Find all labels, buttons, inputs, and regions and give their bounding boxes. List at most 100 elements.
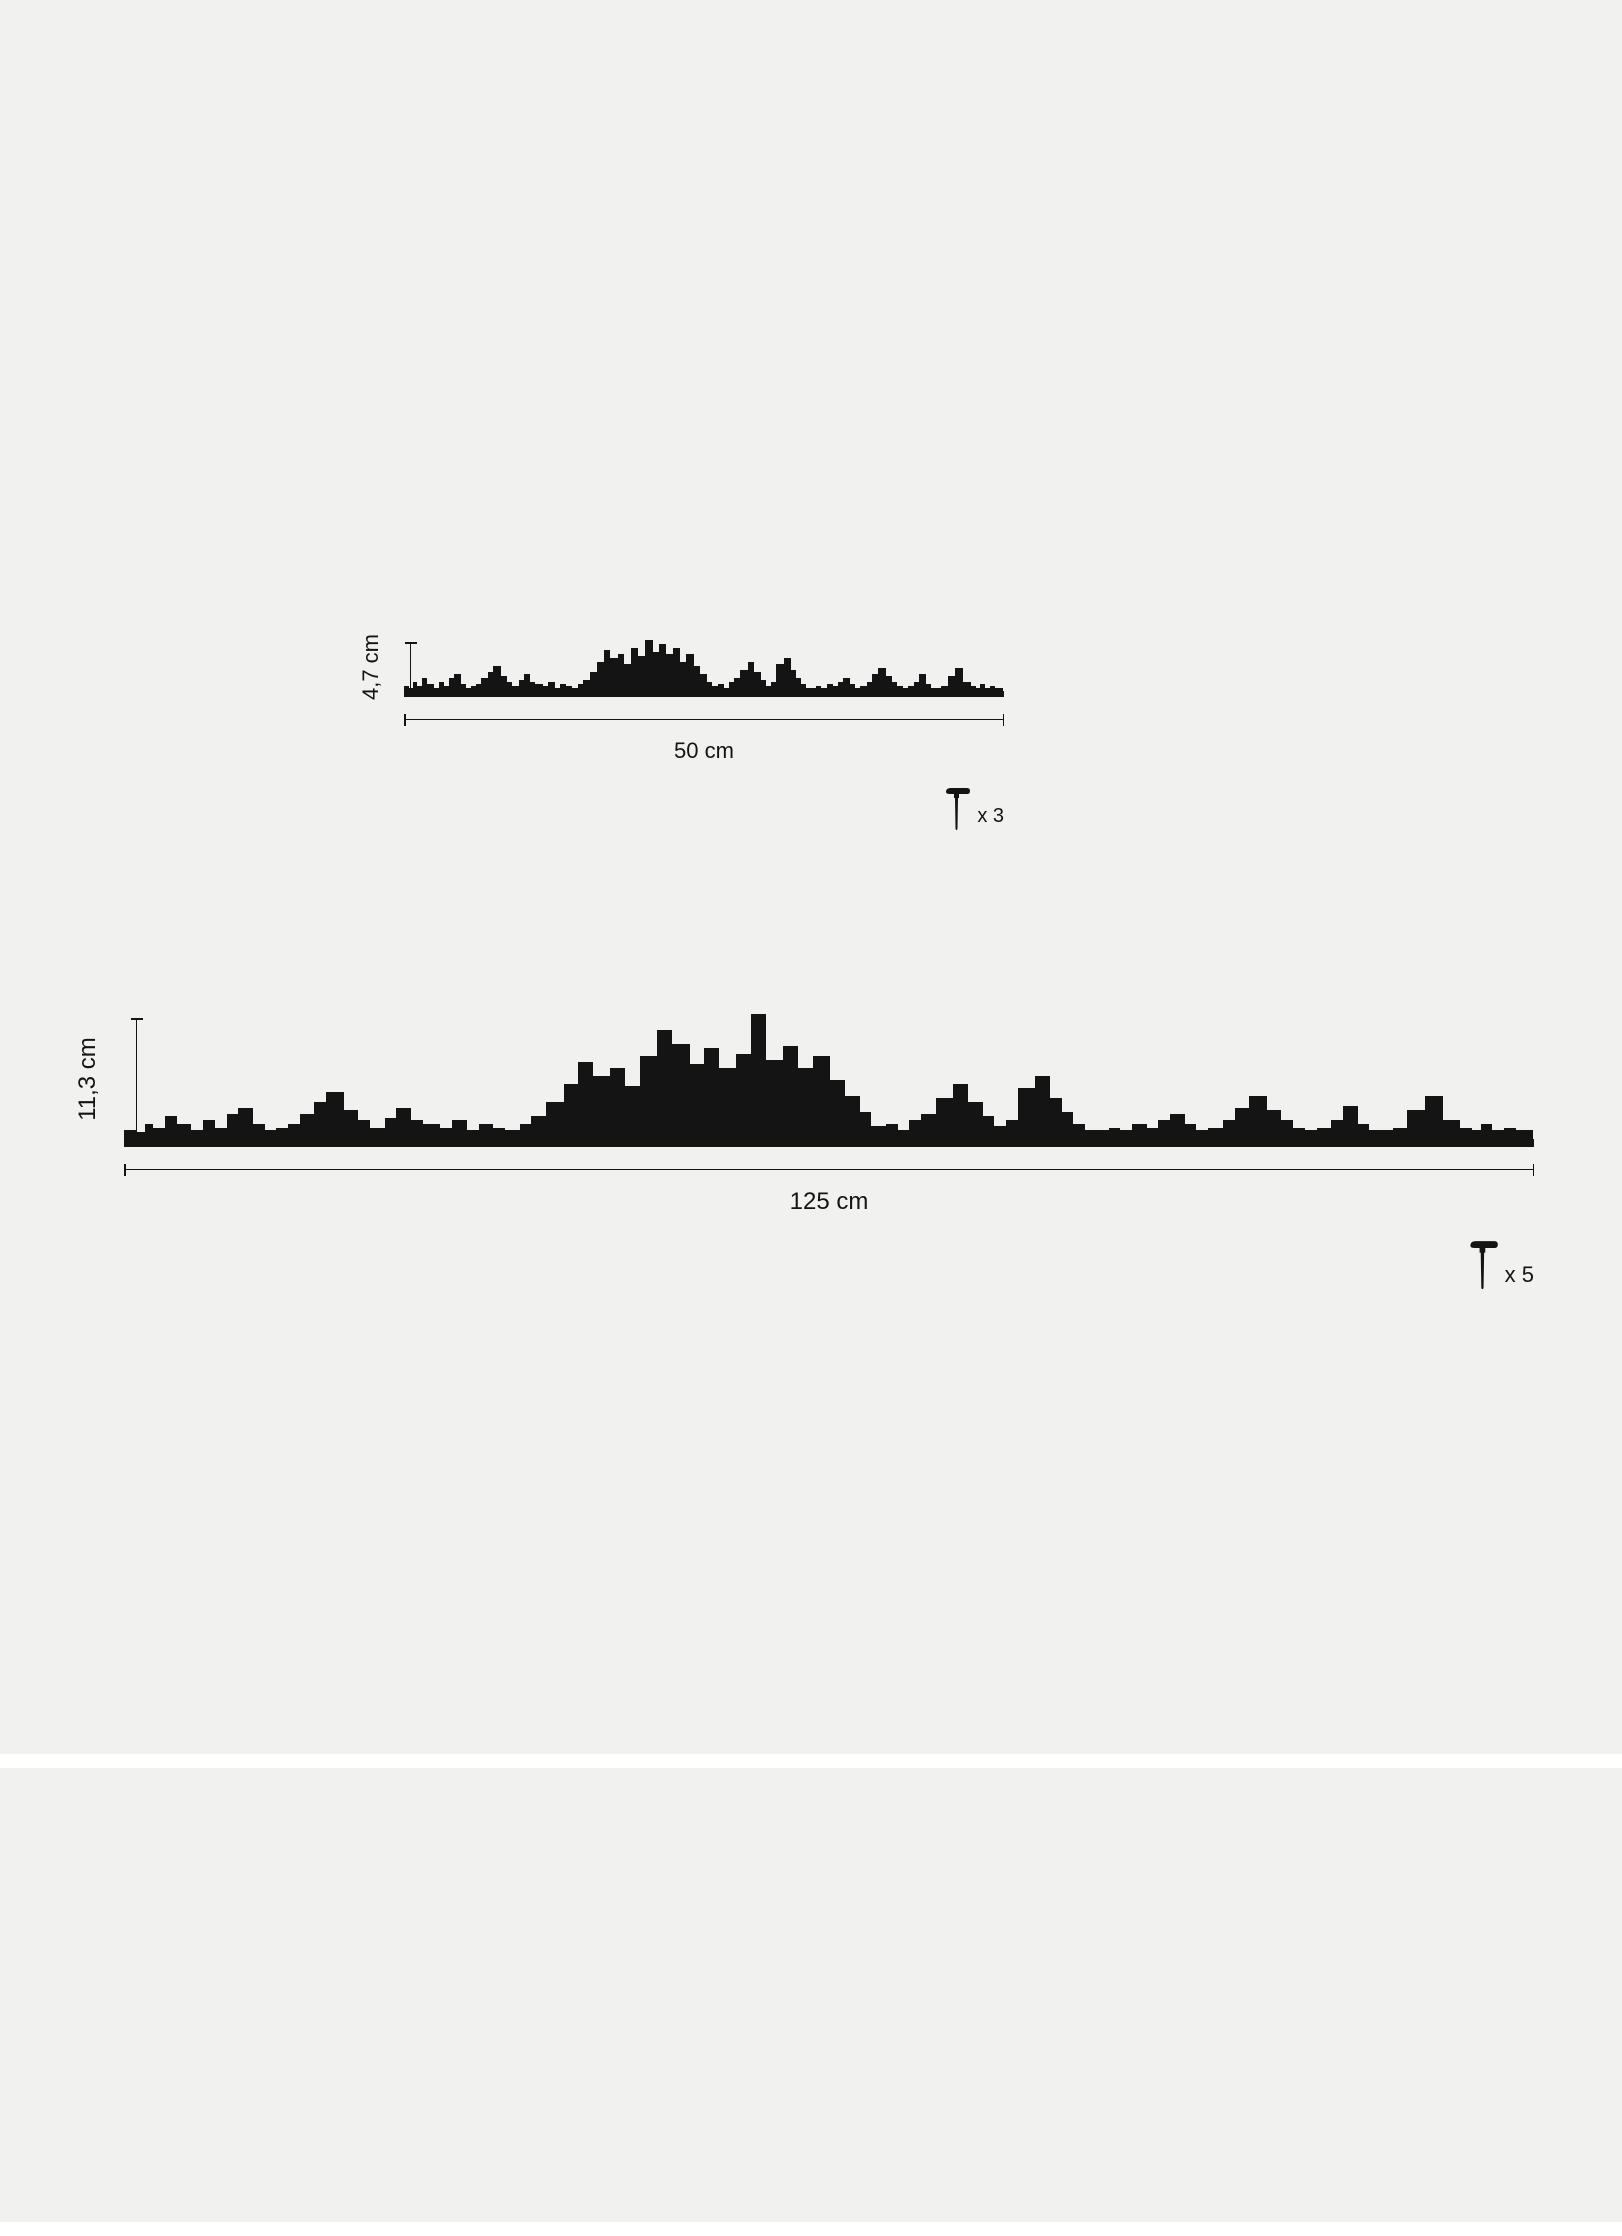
building	[578, 1062, 593, 1140]
building	[610, 658, 618, 692]
building	[1460, 1128, 1472, 1140]
building	[1120, 1130, 1132, 1140]
building	[871, 1126, 886, 1140]
building	[1196, 1130, 1208, 1140]
building	[813, 1056, 831, 1140]
dimension-line	[124, 1169, 1534, 1170]
building	[860, 1112, 872, 1140]
large-height-label: 11,3 cm	[74, 1037, 102, 1121]
building	[1208, 1128, 1223, 1140]
building	[1381, 1130, 1393, 1140]
building	[886, 1124, 898, 1140]
large-skyline-silhouette	[124, 1006, 1534, 1140]
building	[845, 1096, 860, 1140]
building	[983, 1116, 995, 1140]
small-hammer-indicator: x 3	[943, 786, 1004, 830]
building	[640, 1056, 658, 1140]
hammer-icon	[943, 786, 971, 830]
building	[215, 1128, 227, 1140]
building	[736, 1054, 751, 1140]
building	[1050, 1098, 1062, 1140]
building	[657, 1030, 672, 1140]
building	[1170, 1114, 1185, 1140]
large-hammer-count: x 5	[1505, 1262, 1534, 1290]
building	[1492, 1130, 1504, 1140]
dimension-line	[136, 1018, 137, 1140]
building	[994, 1126, 1006, 1140]
building	[1525, 1130, 1534, 1140]
building	[1109, 1128, 1121, 1140]
small-width-dimension: 50 cm	[404, 719, 1004, 769]
large-width-dimension: 125 cm	[124, 1169, 1534, 1219]
building	[227, 1114, 239, 1140]
building	[783, 1046, 798, 1140]
building	[898, 1130, 910, 1140]
small-height-label: 4,7 cm	[358, 634, 384, 700]
building	[1035, 1076, 1050, 1140]
building	[1472, 1130, 1481, 1140]
building	[370, 1128, 385, 1140]
large-skyline-baseline	[124, 1139, 1534, 1147]
building	[1018, 1088, 1036, 1140]
building	[610, 1068, 625, 1140]
building	[1281, 1120, 1293, 1140]
building	[300, 1114, 315, 1140]
building	[493, 666, 501, 692]
building	[1249, 1096, 1267, 1140]
building	[672, 1044, 690, 1140]
building	[1305, 1130, 1317, 1140]
building	[1331, 1120, 1343, 1140]
building	[467, 1130, 479, 1140]
building	[948, 676, 956, 692]
building	[963, 682, 971, 692]
large-hammer-indicator: x 5	[1467, 1238, 1534, 1290]
building	[953, 1084, 968, 1140]
building	[593, 1076, 611, 1140]
spacer-band	[0, 1754, 1622, 1768]
building	[798, 1068, 813, 1140]
small-height-dimension: 4,7 cm	[338, 642, 411, 692]
building	[314, 1102, 326, 1140]
small-product-diagram: 50 cm x 3	[404, 636, 1004, 769]
building	[1235, 1108, 1250, 1140]
building	[1267, 1110, 1282, 1140]
building	[1073, 1124, 1085, 1140]
building	[1097, 1130, 1109, 1140]
building	[666, 654, 674, 692]
building	[1393, 1128, 1408, 1140]
building	[1358, 1124, 1370, 1140]
building	[238, 1108, 253, 1140]
building	[1293, 1128, 1305, 1140]
building	[452, 1120, 467, 1140]
building	[564, 1084, 579, 1140]
large-width-label: 125 cm	[124, 1188, 1534, 1216]
building	[145, 1124, 154, 1140]
dimension-line	[404, 719, 1004, 720]
large-product-diagram: 125 cm x 5	[124, 1006, 1534, 1219]
building	[358, 1120, 370, 1140]
building	[203, 1120, 215, 1140]
building	[1343, 1106, 1358, 1140]
building	[968, 1102, 983, 1140]
building	[1425, 1096, 1443, 1140]
building	[936, 1098, 954, 1140]
building	[1147, 1128, 1159, 1140]
building	[1223, 1120, 1235, 1140]
building	[153, 1128, 165, 1140]
building	[1062, 1112, 1074, 1140]
building	[1185, 1124, 1197, 1140]
building	[1006, 1120, 1018, 1140]
building	[1504, 1128, 1516, 1140]
building	[276, 1128, 288, 1140]
building	[690, 1064, 705, 1140]
building	[1132, 1124, 1147, 1140]
building	[1369, 1130, 1381, 1140]
building	[326, 1092, 344, 1140]
building	[546, 1102, 564, 1140]
building	[479, 1124, 494, 1140]
building	[411, 1120, 423, 1140]
building	[830, 1080, 845, 1140]
building	[719, 1068, 737, 1140]
building	[396, 1108, 411, 1140]
building	[423, 1124, 441, 1140]
